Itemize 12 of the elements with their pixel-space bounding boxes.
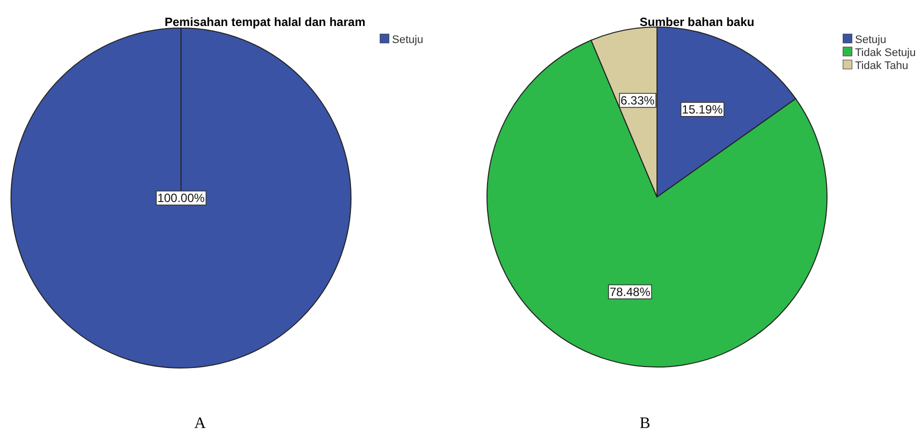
legend-label: Setuju [392, 34, 424, 46]
chart-title: Pemisahan tempat halal dan haram [164, 15, 366, 29]
legend-label: Setuju [855, 34, 886, 46]
legend-label: Tidak Setuju [855, 47, 916, 59]
data-label: 100.00% [157, 191, 206, 205]
data-label: 6.33% [620, 93, 655, 108]
legend-label: Tidak Tahu [855, 60, 908, 72]
data-label: 78.48% [610, 284, 651, 299]
text: B [640, 415, 650, 432]
data-label: 15.19% [682, 102, 723, 116]
text: A [194, 415, 206, 432]
chart-title: Sumber bahan baku [640, 15, 754, 29]
